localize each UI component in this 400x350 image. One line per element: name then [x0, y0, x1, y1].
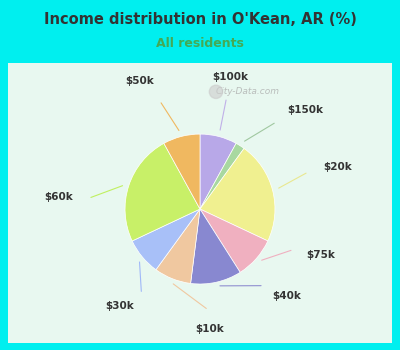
- Wedge shape: [132, 209, 200, 270]
- Wedge shape: [164, 134, 200, 209]
- Text: $40k: $40k: [272, 291, 302, 301]
- Text: $30k: $30k: [105, 301, 134, 311]
- Text: $150k: $150k: [287, 105, 323, 115]
- Wedge shape: [200, 134, 236, 209]
- Text: $100k: $100k: [212, 72, 248, 82]
- Wedge shape: [156, 209, 200, 284]
- Text: $10k: $10k: [195, 324, 224, 334]
- Text: $60k: $60k: [44, 192, 73, 202]
- Text: City-Data.com: City-Data.com: [216, 87, 280, 96]
- Text: Income distribution in O'Kean, AR (%): Income distribution in O'Kean, AR (%): [44, 12, 356, 27]
- Text: $20k: $20k: [323, 162, 352, 172]
- Text: All residents: All residents: [156, 37, 244, 50]
- Text: $50k: $50k: [125, 76, 154, 86]
- Text: $75k: $75k: [306, 250, 335, 260]
- Wedge shape: [200, 209, 268, 272]
- Wedge shape: [125, 144, 200, 241]
- Wedge shape: [191, 209, 240, 284]
- Wedge shape: [200, 144, 244, 209]
- Circle shape: [209, 85, 223, 98]
- Wedge shape: [200, 148, 275, 241]
